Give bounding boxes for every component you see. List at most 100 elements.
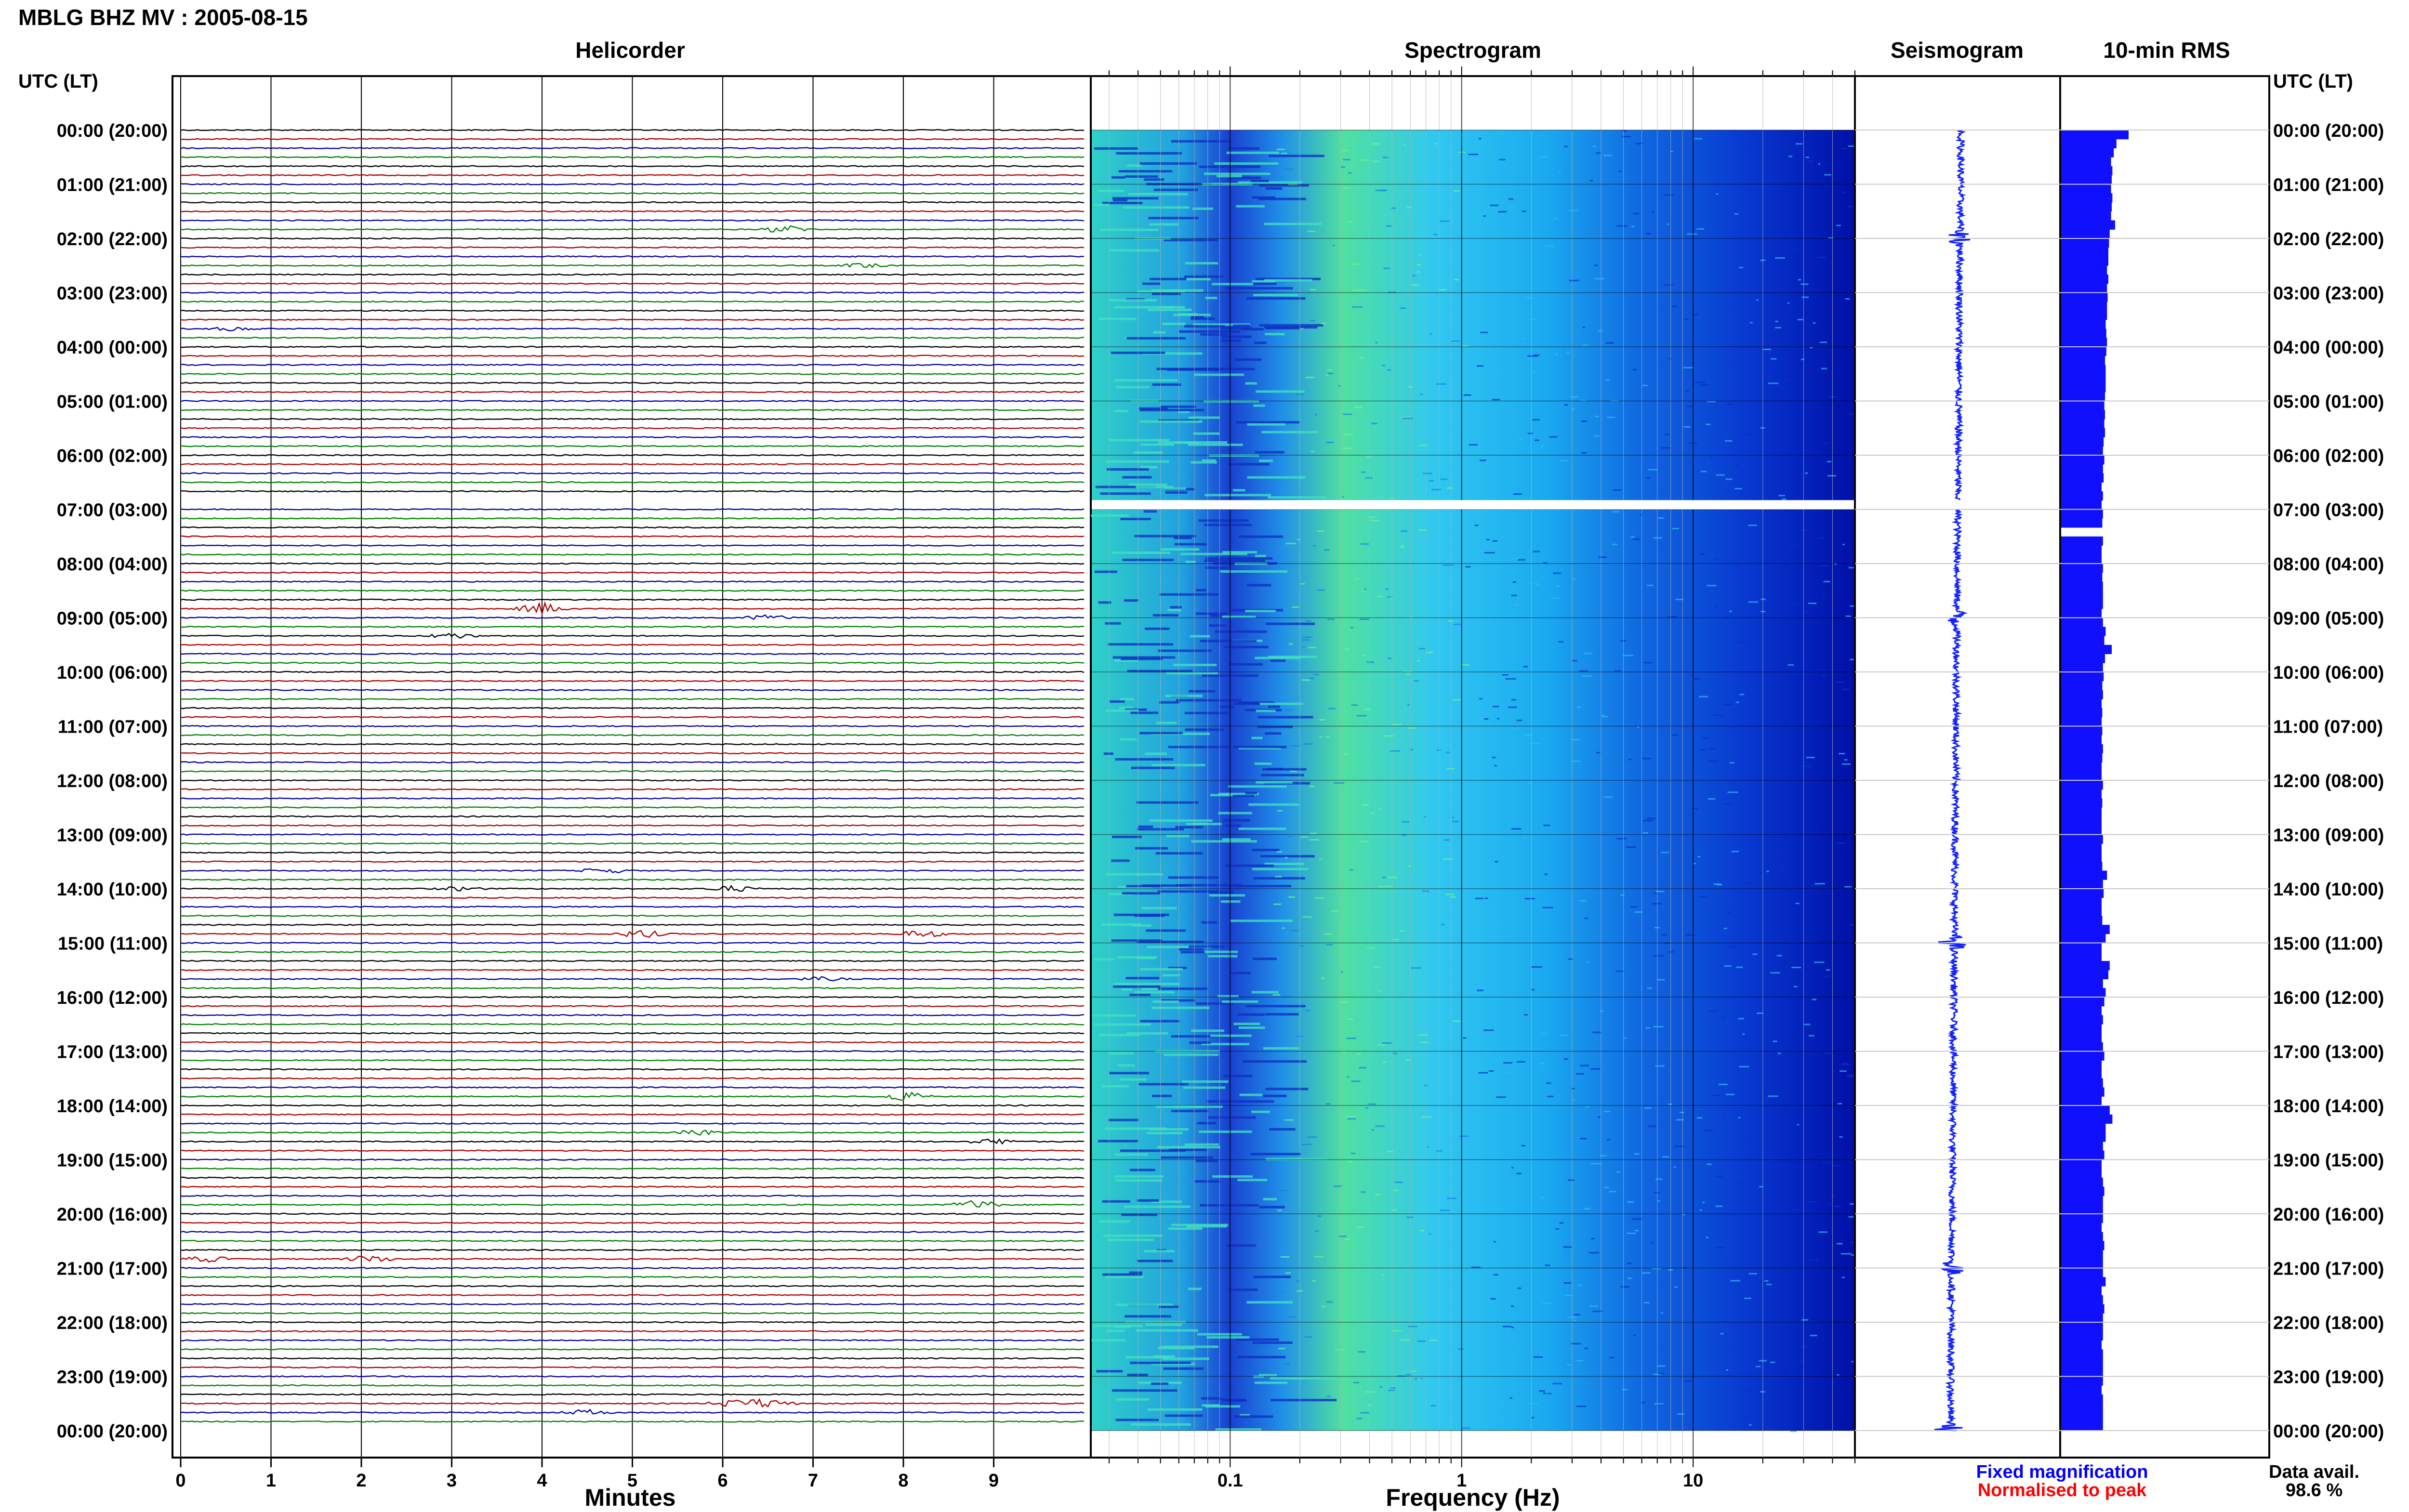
rms-bar <box>2061 762 2102 772</box>
spectrogram-stripe <box>1189 945 1225 948</box>
spectrogram-speckle <box>1782 498 1786 500</box>
spectrogram-speckle <box>1321 1305 1326 1307</box>
spectrogram-speckle <box>1809 1259 1819 1261</box>
spectrogram-speckle <box>1302 679 1311 681</box>
spectrogram-speckle <box>1823 580 1830 582</box>
spectrogram-speckle <box>1325 374 1328 376</box>
spectrogram-speckle <box>1539 156 1548 158</box>
spectrogram-stripe <box>1123 206 1190 209</box>
spectrogram-speckle <box>1441 923 1445 925</box>
spectrogram-speckle <box>1375 1194 1381 1196</box>
spectrogram-speckle <box>1671 734 1679 736</box>
spectrogram-speckle <box>1647 1125 1656 1127</box>
seismogram-frame <box>1854 75 2061 1459</box>
spectrogram-speckle <box>1571 1342 1581 1344</box>
spectrogram-stripe <box>1247 584 1271 587</box>
spectrogram-speckle <box>1759 559 1764 561</box>
spectrogram-speckle <box>1511 284 1515 286</box>
spectrogram-stripe <box>1228 1288 1258 1291</box>
spectrogram-speckle <box>1341 149 1349 151</box>
spectrogram-speckle <box>1767 684 1776 686</box>
spectrogram-speckle <box>1615 970 1625 972</box>
spectrogram-stripe <box>1246 1301 1293 1304</box>
spectrogram-speckle <box>1653 1026 1664 1028</box>
spectrogram-speckle <box>1317 530 1324 532</box>
spectrogram-speckle <box>1788 156 1792 158</box>
spectrogram-speckle <box>1616 838 1627 840</box>
spectrogram-speckle <box>1580 1065 1589 1066</box>
spectrogram-speckle <box>1594 278 1605 280</box>
spectrogram-stripe <box>1232 324 1250 327</box>
spectrogram-speckle <box>1714 184 1719 185</box>
rms-bar <box>2061 572 2103 582</box>
spectrogram-speckle <box>1452 821 1459 823</box>
spectrogram-speckle <box>1325 736 1330 738</box>
helicorder-trace <box>180 1384 1085 1387</box>
spectrogram-stripe <box>1195 612 1228 615</box>
spectrogram-speckle <box>1382 157 1389 158</box>
spectrogram-stripe <box>1153 331 1166 334</box>
spectrogram-speckle <box>1433 234 1437 236</box>
spectrogram-speckle <box>1657 1200 1660 1202</box>
spectrogram-speckle <box>1350 869 1353 871</box>
spectrogram-speckle <box>1748 1273 1757 1275</box>
spectrogram-speckle <box>1284 857 1288 859</box>
spectrogram-speckle <box>1319 719 1325 721</box>
spectrogram-speckle <box>1352 263 1359 265</box>
hour-label-left: 05:00 (01:00) <box>57 392 168 412</box>
spectrogram-stripe <box>1216 175 1242 178</box>
spectrogram-stripe <box>1153 188 1198 191</box>
spectrogram-speckle <box>1643 820 1653 822</box>
helicorder-trace <box>180 526 1085 529</box>
rms-bar <box>2061 211 2111 221</box>
spectrogram-stripe <box>1224 645 1269 648</box>
spectrogram-speckle <box>1451 340 1460 342</box>
hour-label-left: 10:00 (06:00) <box>57 663 168 683</box>
spectrogram-speckle <box>1517 1061 1525 1063</box>
spectrogram-stripe <box>1230 920 1293 922</box>
spectrogram-speckle <box>1494 210 1502 211</box>
helicorder-trace <box>180 632 1085 639</box>
spectrogram-speckle <box>1365 1391 1375 1393</box>
spectrogram-speckle <box>1577 1284 1582 1286</box>
helicorder-trace <box>180 138 1085 141</box>
spectrogram-speckle <box>1523 297 1534 299</box>
hour-label-left: 23:00 (19:00) <box>57 1367 168 1388</box>
spectrogram-speckle <box>1548 1393 1551 1394</box>
spectrogram-stripe <box>1184 325 1225 328</box>
spectrogram-speckle <box>1792 603 1801 605</box>
spectrogram-speckle <box>1651 1242 1653 1244</box>
spectrogram-speckle <box>1619 171 1622 172</box>
spectrogram-speckle <box>1763 348 1772 350</box>
spectrogram-stripe <box>1104 1127 1166 1130</box>
spectrogram-stripe <box>1256 710 1276 712</box>
spectrogram-speckle <box>1559 1222 1563 1224</box>
spectrogram-stripe <box>1245 610 1276 613</box>
spectrogram-stripe <box>1120 738 1137 741</box>
spectrogram-speckle <box>1465 566 1471 568</box>
spectrogram-speckle <box>1375 1125 1385 1127</box>
spectrogram-speckle <box>1407 207 1412 209</box>
spectrogram-stripe <box>1257 725 1293 728</box>
spectrogram-stripe <box>1254 1381 1288 1384</box>
spectrogram-stripe <box>1185 728 1224 731</box>
spectrogram-stripe <box>1206 1100 1274 1103</box>
spectrogram-speckle <box>1727 791 1738 793</box>
rms-bar <box>2061 1304 2105 1314</box>
spectrogram-stripe <box>1138 1083 1189 1086</box>
rms-bar <box>2061 1042 2103 1052</box>
legend-normalised-to-peak: Normalised to peak <box>1978 1480 2147 1500</box>
spectrogram-speckle <box>1463 394 1471 396</box>
spectrogram-stripe <box>1125 977 1160 980</box>
spectrogram-speckle <box>1314 1256 1324 1258</box>
spectrogram-stripe <box>1184 1143 1219 1146</box>
spectrogram-speckle <box>1655 891 1665 893</box>
spectrogram-stripe <box>1204 524 1252 526</box>
spectrogram-stripe <box>1142 282 1161 285</box>
rms-title: 10-min RMS <box>2103 38 2230 63</box>
spectrogram-stripe <box>1096 1370 1123 1373</box>
spectrogram-speckle <box>1366 661 1375 663</box>
spectrogram-speckle <box>1439 289 1446 291</box>
spectrogram-speckle <box>1419 648 1425 650</box>
spectrogram-speckle <box>1716 559 1719 561</box>
